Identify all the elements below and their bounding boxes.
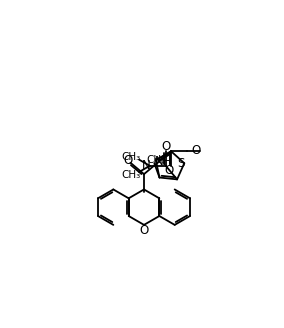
Text: N: N <box>142 159 151 172</box>
Text: O: O <box>164 164 174 177</box>
Text: O: O <box>191 144 200 157</box>
Text: NH: NH <box>155 155 172 168</box>
Text: CH₃: CH₃ <box>122 152 141 161</box>
Text: CH₃: CH₃ <box>122 170 141 180</box>
Text: O: O <box>139 224 149 237</box>
Text: O: O <box>124 154 133 167</box>
Text: S: S <box>177 157 184 171</box>
Text: O: O <box>161 140 170 154</box>
Text: CH₃: CH₃ <box>146 154 166 165</box>
